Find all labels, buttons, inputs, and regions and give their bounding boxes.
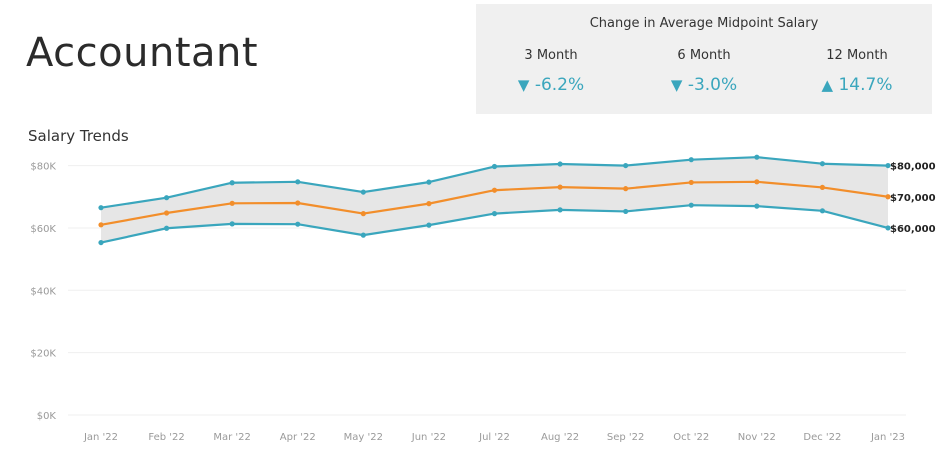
data-point-mid <box>688 179 694 186</box>
period-label: 6 Month <box>677 48 731 63</box>
data-point-upper <box>295 179 301 185</box>
data-point-lower <box>295 221 301 227</box>
data-point-mid <box>360 211 366 217</box>
data-point-mid <box>557 184 563 190</box>
data-point-mid <box>295 200 301 206</box>
data-point-upper <box>623 162 629 169</box>
data-point-lower <box>754 203 760 209</box>
y-tick-label: $40K <box>30 286 56 297</box>
data-point-mid <box>229 200 235 206</box>
down-arrow-icon: ▼ <box>517 76 530 94</box>
change-percent: -3.0% <box>687 75 738 95</box>
data-point-upper <box>754 154 760 160</box>
period-12-month: 12 Month ▲ 14.7% <box>782 48 932 95</box>
end-value-label: $70,000 <box>890 193 936 204</box>
data-point-lower <box>557 207 563 213</box>
data-point-lower <box>688 202 694 208</box>
change-percent: -6.2% <box>534 75 585 95</box>
period-value: ▲ 14.7% <box>782 75 932 95</box>
x-tick-label: Dec '22 <box>803 432 841 443</box>
up-arrow-icon: ▲ <box>821 76 834 94</box>
y-tick-label: $0K <box>37 411 57 422</box>
y-tick-label: $80K <box>30 162 56 173</box>
data-point-upper <box>885 162 891 169</box>
data-point-upper <box>163 195 170 201</box>
change-summary-panel: Change in Average Midpoint Salary 3 Mont… <box>476 4 932 114</box>
data-point-lower <box>229 221 235 227</box>
data-point-mid <box>885 194 891 200</box>
data-point-lower <box>163 225 170 231</box>
period-label: 3 Month <box>524 48 578 63</box>
x-tick-label: Aug '22 <box>541 432 579 443</box>
salary-trends-chart: $0K $20K $40K $60K $80K Jan '22 Feb '22 Mar '22… <box>30 154 936 443</box>
data-point-mid <box>491 187 498 193</box>
period-3-month: 3 Month ▼ -6.2% <box>476 48 626 95</box>
period-value: ▼ -3.0% <box>629 75 779 95</box>
x-tick-label: May '22 <box>344 432 383 443</box>
period-label: 12 Month <box>826 48 888 63</box>
data-point-mid <box>426 201 432 207</box>
x-tick-label: Sep '22 <box>607 432 645 443</box>
y-tick-label: $60K <box>30 224 56 235</box>
x-tick-label: Jan '22 <box>83 432 118 443</box>
data-point-upper <box>360 189 366 195</box>
data-point-mid <box>98 222 104 228</box>
salary-range-band <box>101 157 888 243</box>
data-point-upper <box>688 157 694 163</box>
section-title: Salary Trends <box>28 127 129 145</box>
data-point-lower <box>623 208 629 215</box>
data-point-lower <box>360 232 366 238</box>
change-percent: 14.7% <box>838 75 893 95</box>
data-point-upper <box>229 180 235 186</box>
x-tick-label: Jan '23 <box>870 432 905 443</box>
y-tick-label: $20K <box>30 349 56 360</box>
x-tick-label: Feb '22 <box>148 432 184 443</box>
change-panel-title: Change in Average Midpoint Salary <box>589 16 819 31</box>
data-point-upper <box>491 163 498 170</box>
data-point-mid <box>163 210 170 216</box>
x-tick-label: Nov '22 <box>738 432 776 443</box>
data-point-upper <box>819 161 826 167</box>
data-point-lower <box>426 222 432 228</box>
data-point-upper <box>98 205 104 211</box>
end-value-label: $60,000 <box>890 224 936 235</box>
x-tick-label: Oct '22 <box>673 432 709 443</box>
data-point-upper <box>557 161 563 167</box>
data-point-mid <box>754 179 760 185</box>
period-value: ▼ -6.2% <box>476 75 626 95</box>
x-tick-label: Apr '22 <box>280 432 316 443</box>
down-arrow-icon: ▼ <box>670 76 683 94</box>
data-point-mid <box>819 184 826 191</box>
job-title: Accountant <box>26 30 259 76</box>
data-point-lower <box>819 208 826 214</box>
data-point-upper <box>426 179 432 185</box>
data-point-lower <box>885 225 891 231</box>
end-value-label: $80,000 <box>890 162 936 173</box>
period-6-month: 6 Month ▼ -3.0% <box>629 48 779 95</box>
data-point-lower <box>491 211 498 217</box>
x-tick-label: Jun '22 <box>411 432 446 443</box>
x-tick-label: Jul '22 <box>478 432 510 443</box>
data-point-mid <box>623 186 629 192</box>
data-point-lower <box>98 239 104 246</box>
x-tick-label: Mar '22 <box>213 432 251 443</box>
